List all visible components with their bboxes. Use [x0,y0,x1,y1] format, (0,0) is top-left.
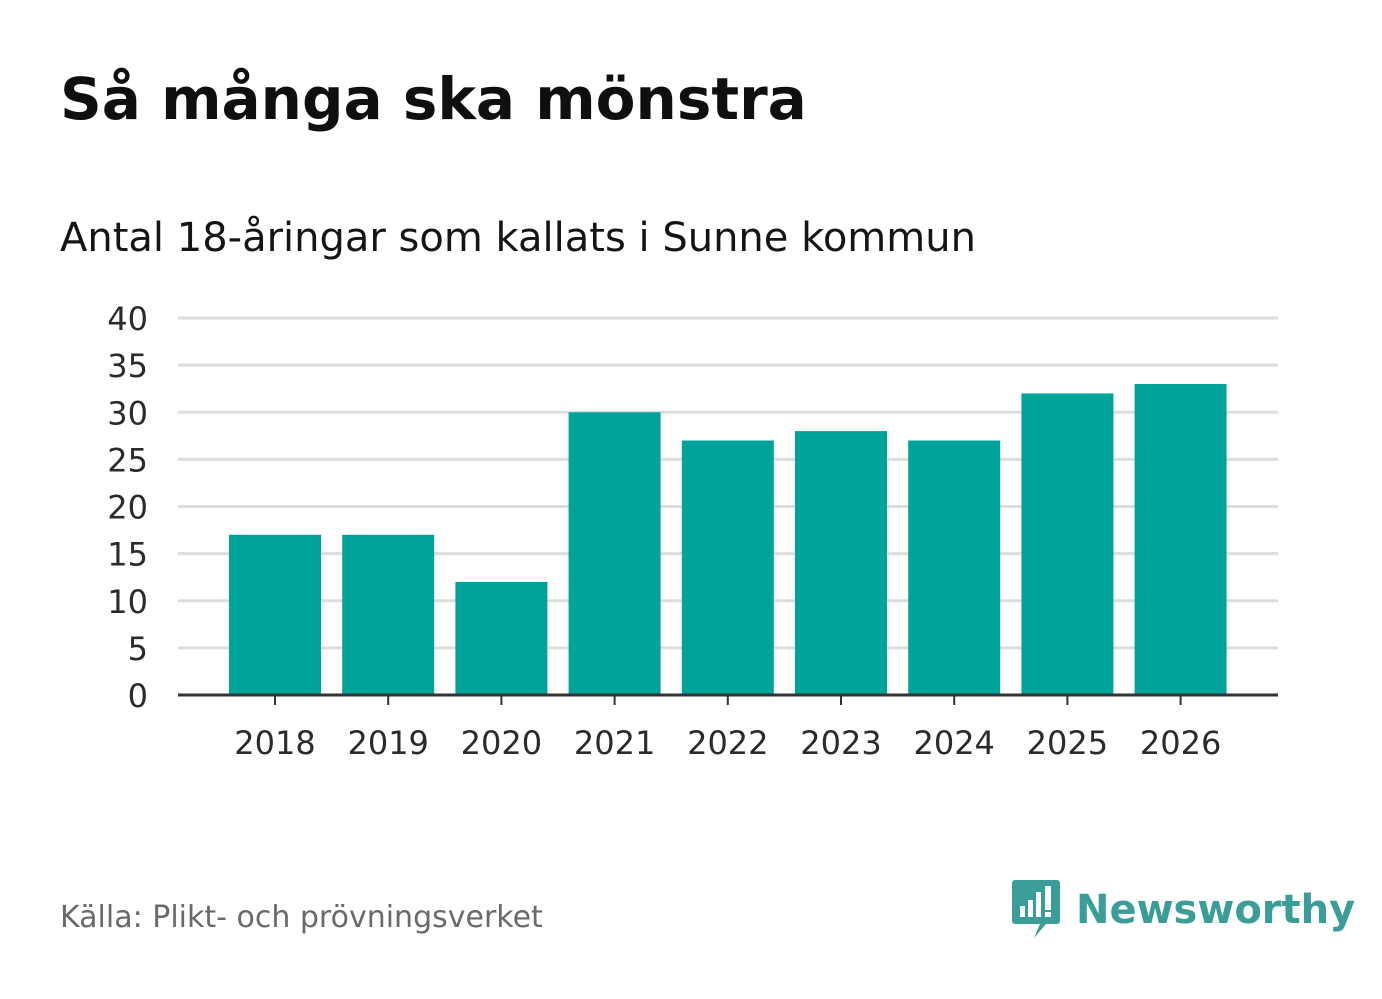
y-tick-label: 0 [128,677,148,715]
y-tick-label: 5 [128,630,148,668]
x-tick-label: 2021 [574,724,655,762]
bar-2018 [229,534,321,695]
x-tick-label: 2022 [687,724,768,762]
y-tick-label: 25 [107,441,148,479]
y-tick-label: 35 [107,347,148,385]
bar-2021 [568,412,661,695]
bars [229,383,1227,695]
y-tick-label: 30 [107,394,148,432]
x-tick-label: 2024 [913,724,994,762]
source-note: Källa: Plikt- och prövningsverket [60,900,543,935]
chart-subtitle: Antal 18-åringar som kallats i Sunne kom… [60,215,976,261]
x-tick-label: 2018 [234,724,315,762]
bar-2022 [681,440,774,695]
newsworthy-logo-icon [1012,880,1060,938]
x-tick-label: 2023 [800,724,881,762]
y-tick-label: 15 [107,536,148,574]
bar-2019 [342,534,435,695]
x-tick-label: 2026 [1140,724,1221,762]
bar-2024 [908,440,1001,695]
brand-logo: Newsworthy [1010,878,1355,942]
chart-title: Så många ska mönstra [60,65,807,133]
y-tick-label: 40 [107,300,148,338]
bar-2025 [1021,393,1114,695]
x-tick-label: 2019 [347,724,428,762]
bar-2026 [1134,383,1227,695]
bar-2023 [795,431,887,695]
y-tick-label: 20 [107,489,148,527]
x-tick-label: 2025 [1027,724,1108,762]
bar-2020 [455,581,548,695]
x-tick-label: 2020 [461,724,542,762]
brand-name: Newsworthy [1076,887,1356,933]
y-tick-label: 10 [107,583,148,621]
